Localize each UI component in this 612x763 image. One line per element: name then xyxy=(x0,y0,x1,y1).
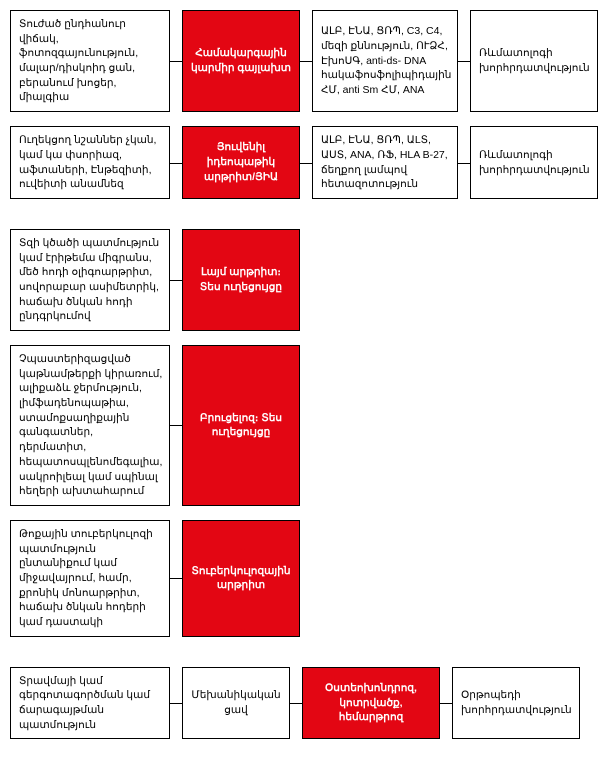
lab-box: ԱԼԲ, ԷՆԱ, ՑՌՊ, ԱLՏ, ԱՍՏ, ANA, ՌՖ, HLA B-… xyxy=(312,126,458,199)
consult-box: Ռևմատոլոգի խորհրդատվություն xyxy=(470,126,598,199)
symptom-box: Տրավմայի կամ գերգոտագործման կամ ճարագայթ… xyxy=(10,667,170,740)
symptom-box: Ուղեկցող նշաններ չկան, կամ կա փսորիազ, ա… xyxy=(10,126,170,199)
symptom-box: Չպաստերիզացված կաթնամթերքի կիրառում, ալի… xyxy=(10,345,170,506)
flow-row-3: Տզի կծածի պատմություն կամ էրիթեմա միգրան… xyxy=(10,229,602,331)
diagnosis-box: Համակարգային կարմիր գայլախտ xyxy=(182,10,300,112)
consult-box: Ռևմատոլոգի խորհրդատվություն xyxy=(470,10,598,112)
symptom-box: Տզի կծածի պատմություն կամ էրիթեմա միգրան… xyxy=(10,229,170,331)
flow-row-1: Տուժած ընդհանուր վիճակ, ֆոտոզգայունությո… xyxy=(10,10,602,112)
symptom-box: Տուժած ընդհանուր վիճակ, ֆոտոզգայունությո… xyxy=(10,10,170,112)
diagnosis-box: Յուվենիլ իդեոպաթիկ արթրիտ/ՅԻԱ xyxy=(182,126,300,199)
flow-row-6: Տրավմայի կամ գերգոտագործման կամ ճարագայթ… xyxy=(10,667,602,740)
flow-row-2: Ուղեկցող նշաններ չկան, կամ կա փսորիազ, ա… xyxy=(10,126,602,199)
diagnosis-box: Օստեոխոնդրոզ, կոտրվածք, հեմարթրոզ xyxy=(302,667,440,740)
symptom-box: Թոքային տուբերկուլոզի պատմություն ընտանի… xyxy=(10,520,170,637)
diagnosis-box: Տուբերկուլոզային արթրիտ xyxy=(182,520,300,637)
mechanical-box: Մեխանիկական ցավ xyxy=(182,667,290,740)
lab-box: ԱԼԲ, ԷՆԱ, ՑՌՊ, C3, C4, մեզի քննություն, … xyxy=(312,10,458,112)
diagnosis-box: Բրուցելոզ։ Տես ուղեցույցը xyxy=(182,345,300,506)
diagnosis-box: Լայմ արթրիտ։ Տես ուղեցույցը xyxy=(182,229,300,331)
flow-row-4: Չպաստերիզացված կաթնամթերքի կիրառում, ալի… xyxy=(10,345,602,506)
consult-box: Օրթոպեդի խորհրդատվություն xyxy=(452,667,580,740)
flow-row-5: Թոքային տուբերկուլոզի պատմություն ընտանի… xyxy=(10,520,602,637)
